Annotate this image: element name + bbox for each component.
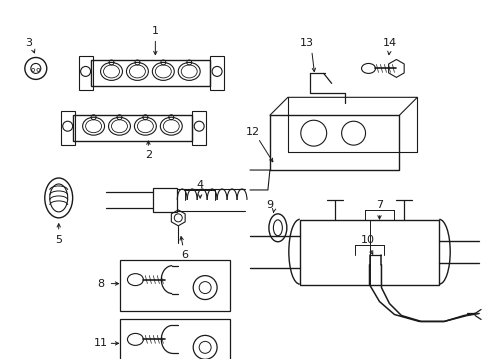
Text: 9: 9 <box>266 200 273 210</box>
Text: 14: 14 <box>382 37 396 48</box>
Text: 7: 7 <box>375 200 382 210</box>
Text: 2: 2 <box>144 150 152 160</box>
Text: 3: 3 <box>25 37 32 48</box>
Text: 5: 5 <box>55 235 62 245</box>
Bar <box>90 60 210 86</box>
Text: 11: 11 <box>93 338 107 348</box>
Bar <box>73 115 192 141</box>
Text: 1: 1 <box>152 26 159 36</box>
Bar <box>299 220 438 285</box>
Text: 13: 13 <box>299 37 313 48</box>
Bar <box>120 319 229 360</box>
Bar <box>61 111 75 145</box>
Bar <box>192 111 206 145</box>
Bar <box>79 57 92 90</box>
Bar <box>210 57 224 90</box>
Bar <box>120 260 229 311</box>
Text: 6: 6 <box>182 250 188 260</box>
Text: 10: 10 <box>360 235 374 245</box>
Text: 8: 8 <box>97 279 104 289</box>
Text: 12: 12 <box>245 127 260 137</box>
Text: 4: 4 <box>196 180 203 190</box>
Bar <box>153 188 177 212</box>
